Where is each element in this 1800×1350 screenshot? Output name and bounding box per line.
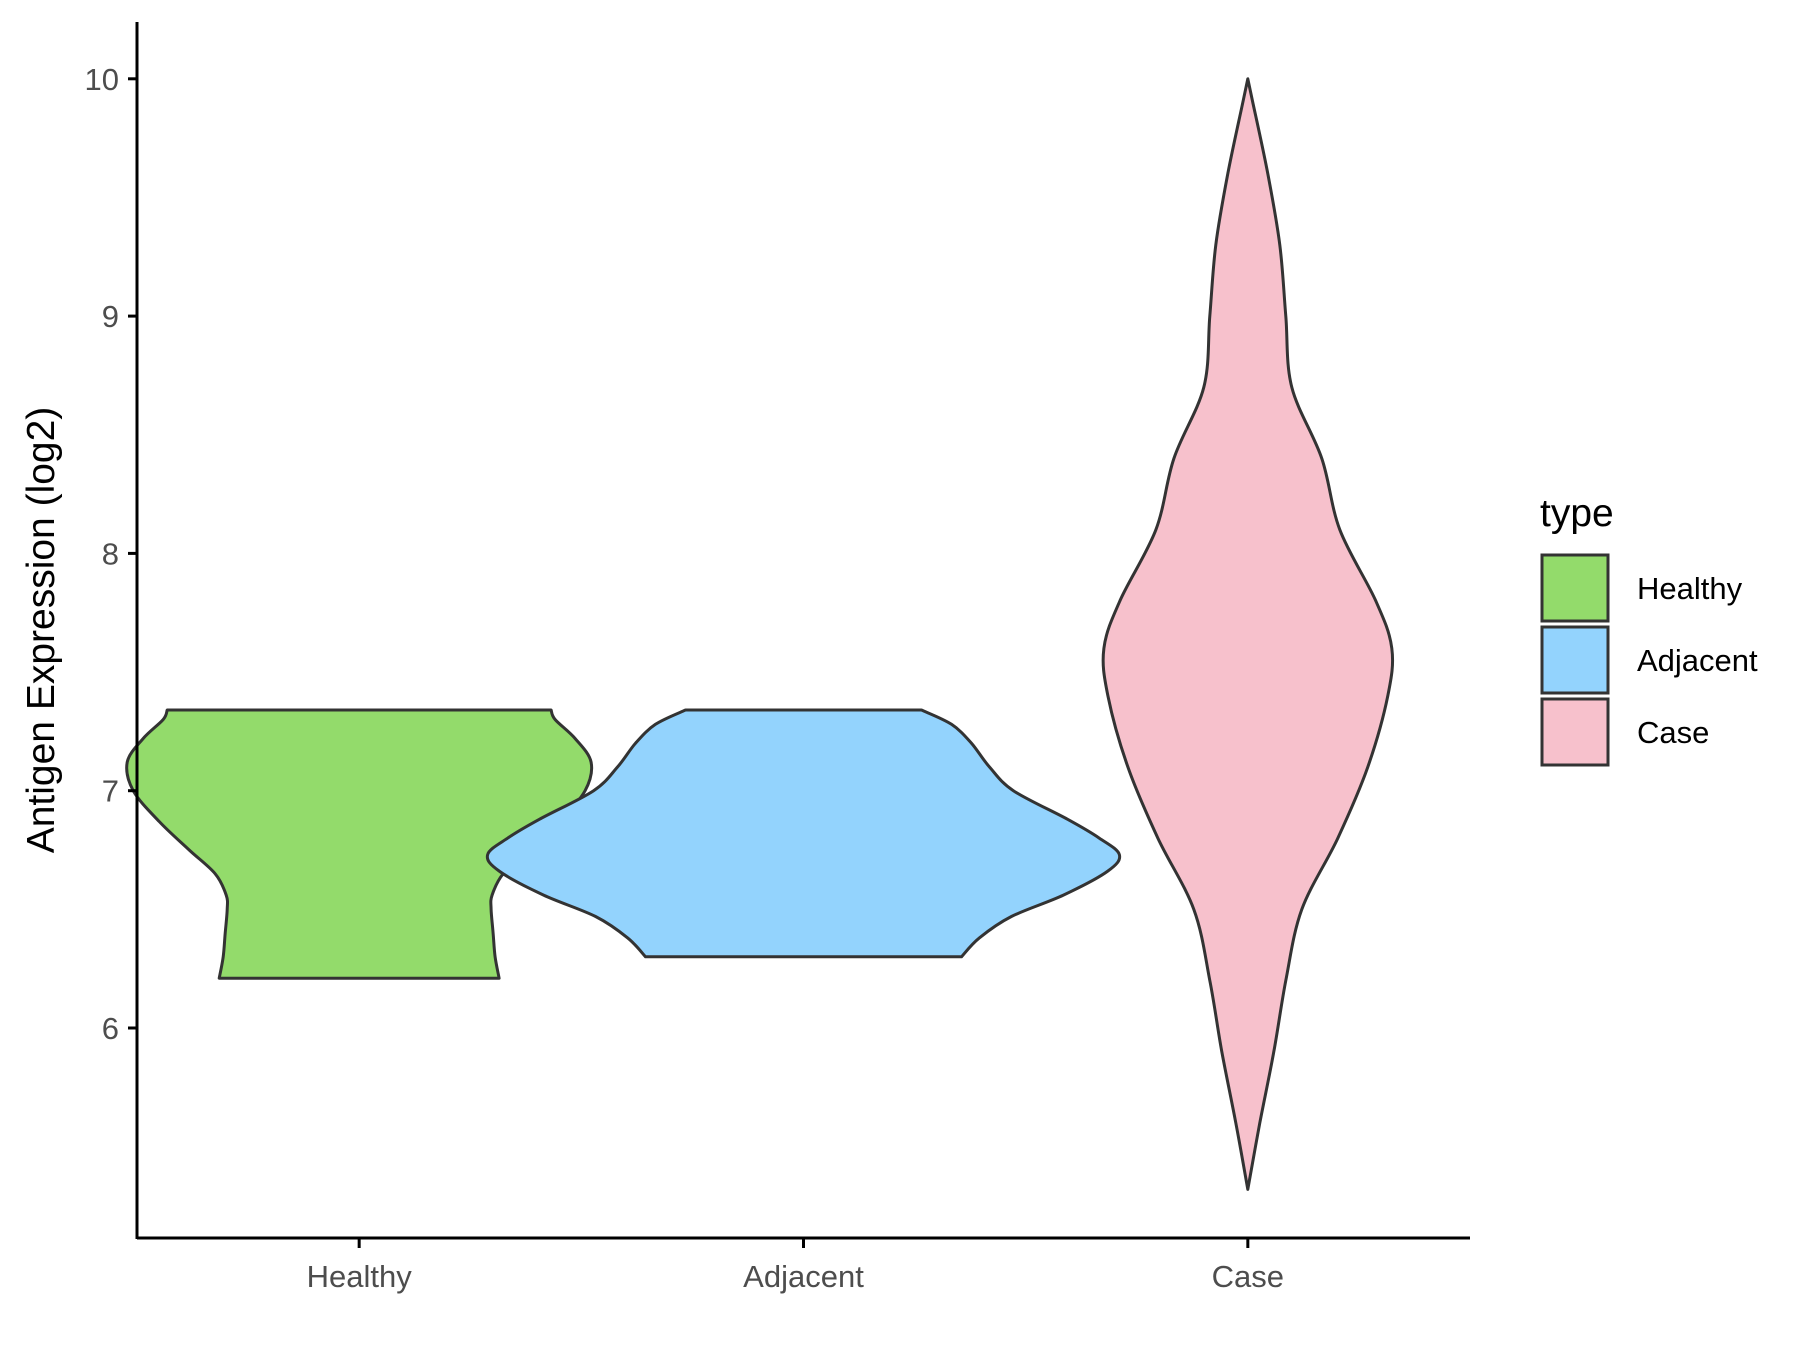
violin-case — [1101, 77, 1395, 1191]
x-tick-label: Case — [1212, 1259, 1284, 1294]
y-tick-label: 10 — [85, 62, 119, 97]
y-tick-label: 9 — [102, 299, 119, 334]
legend-key-case — [1540, 697, 1610, 767]
legend-key-adjacent — [1540, 625, 1610, 695]
y-tick-label: 6 — [102, 1011, 119, 1046]
legend: type Healthy Adjacent Case — [1540, 492, 1758, 767]
legend-label: Case — [1637, 715, 1709, 750]
x-axis-ticks: Healthy Adjacent Case — [307, 1238, 1284, 1294]
legend-label: Adjacent — [1637, 643, 1758, 678]
legend-title: type — [1540, 492, 1614, 535]
y-tick-label: 8 — [102, 536, 119, 571]
legend-key-healthy — [1540, 553, 1610, 623]
legend-label: Healthy — [1637, 571, 1743, 606]
y-axis-ticks: 6 7 8 9 10 — [85, 62, 137, 1046]
violin-adjacent — [485, 708, 1122, 959]
x-tick-label: Adjacent — [743, 1259, 864, 1294]
violin-healthy — [125, 708, 594, 980]
y-tick-label: 7 — [102, 774, 119, 809]
violin-layer — [125, 77, 1395, 1191]
x-tick-label: Healthy — [307, 1259, 413, 1294]
y-axis-title: Antigen Expression (log2) — [20, 407, 63, 854]
